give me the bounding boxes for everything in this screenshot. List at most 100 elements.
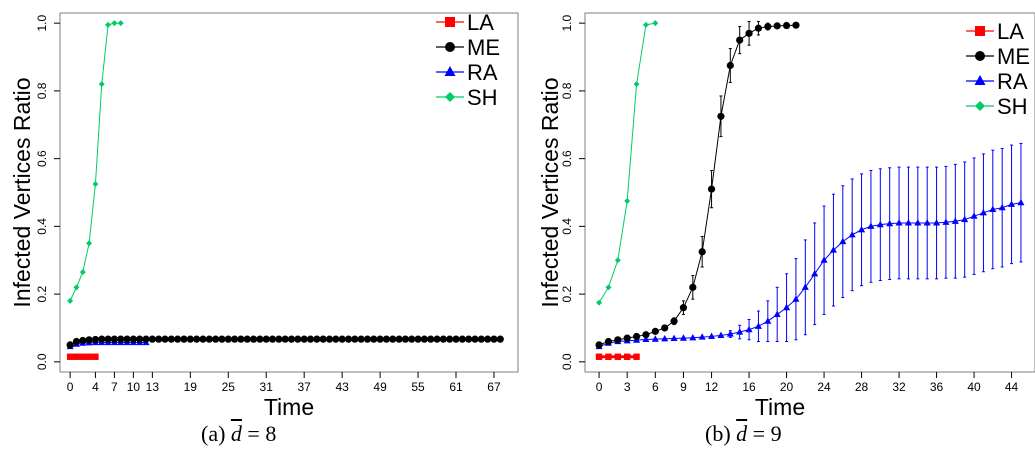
legend-label-ra: RA [467, 60, 498, 85]
series-line-ra [598, 202, 1022, 348]
x-tick-label-2: 6 [652, 380, 659, 394]
point-me-16 [167, 335, 175, 343]
point-me-26 [230, 335, 239, 343]
y-tick-label-5: 1.0 [35, 14, 49, 31]
x-axis-label: Time [264, 394, 314, 420]
point-ra-22 [801, 283, 809, 290]
point-ra-7 [661, 334, 669, 342]
point-me-46 [357, 335, 365, 343]
x-tick-label-12: 61 [449, 380, 463, 394]
x-tick-label-11: 55 [411, 380, 425, 394]
point-me-14 [155, 335, 163, 343]
legend-marker-sh [445, 92, 455, 102]
point-me-54 [408, 335, 416, 343]
point-me-6 [104, 335, 112, 343]
legend-marker-la [445, 17, 455, 27]
point-me-32 [268, 335, 277, 343]
y-tick-label-3: 0.6 [35, 150, 49, 167]
point-la-2 [79, 353, 86, 360]
y-axis-label: Infected Vertices Ratio [9, 77, 35, 307]
point-ra-45 [1017, 198, 1025, 206]
x-tick-label-9: 43 [335, 380, 349, 394]
point-me-29 [249, 335, 258, 343]
point-me-11 [136, 335, 144, 343]
point-me-37 [300, 335, 308, 343]
point-me-35 [287, 335, 296, 343]
point-me-44 [344, 335, 353, 343]
point-ra-41 [979, 208, 987, 216]
point-ra-11 [698, 333, 706, 340]
point-ra-28 [858, 225, 866, 233]
point-me-15 [161, 335, 169, 343]
x-tick-label-11: 40 [967, 380, 981, 394]
point-la-0 [66, 353, 74, 360]
point-sh-5 [98, 81, 105, 88]
x-tick-label-10: 36 [930, 380, 944, 394]
point-sh-2 [614, 257, 621, 264]
point-me-62 [458, 335, 466, 343]
x-tick-label-9: 32 [892, 380, 906, 394]
point-me-7 [661, 324, 669, 332]
point-ra-33 [904, 219, 912, 226]
point-me-34 [281, 335, 289, 343]
point-la-4 [633, 353, 640, 360]
plot-frame [59, 12, 519, 373]
point-sh-4 [92, 181, 99, 188]
point-me-5 [642, 331, 650, 339]
point-me-65 [477, 335, 485, 343]
point-me-58 [433, 335, 441, 343]
legend-marker-me [975, 51, 985, 61]
point-me-14 [726, 61, 734, 70]
point-ra-17 [754, 322, 762, 329]
point-me-22 [205, 335, 213, 343]
x-tick-label-7: 31 [260, 380, 274, 394]
point-me-59 [439, 335, 447, 343]
x-tick-label-5: 19 [184, 380, 198, 394]
point-me-0 [595, 341, 603, 349]
point-me-39 [313, 335, 321, 343]
x-tick-label-0: 0 [67, 380, 74, 394]
legend-entry-me: ME [966, 44, 1030, 69]
point-me-9 [123, 335, 131, 343]
point-sh-4 [633, 81, 640, 88]
plot-frame [584, 12, 1035, 373]
point-me-17 [174, 335, 182, 343]
y-axis-label: Infected Vertices Ratio [537, 77, 563, 307]
y-tick-label-4: 0.8 [35, 82, 49, 99]
point-me-6 [651, 327, 659, 335]
point-me-7 [110, 335, 119, 343]
point-me-40 [319, 335, 327, 343]
point-ra-16 [745, 325, 753, 333]
point-ra-30 [876, 220, 884, 228]
x-axis-label: Time [755, 394, 805, 420]
x-tick-label-1: 3 [624, 380, 631, 394]
point-me-16 [745, 29, 753, 37]
series-la [595, 353, 640, 360]
x-tick-label-8: 28 [855, 380, 869, 394]
y-tick-label-4: 0.8 [560, 82, 574, 99]
legend-marker-ra [444, 66, 456, 76]
point-me-2 [79, 336, 87, 345]
point-me-38 [306, 335, 315, 343]
x-tick-label-10: 49 [373, 380, 387, 394]
point-sh-6 [652, 20, 659, 27]
x-tick-label-8: 37 [298, 380, 312, 394]
legend-entry-me: ME [436, 35, 500, 60]
chart-panel-1: 0 3 6 9 12 16 20 24 28 32 36 40 440.00.20.40.60.81.0… [537, 12, 1035, 420]
point-ra-34 [914, 219, 922, 226]
point-me-4 [91, 335, 100, 344]
point-sh-3 [624, 197, 631, 204]
legend-entry-ra: RA [436, 60, 498, 85]
point-me-60 [446, 335, 454, 343]
x-tick-label-6: 20 [780, 380, 794, 394]
point-me-48 [370, 335, 378, 343]
point-sh-1 [605, 284, 612, 291]
point-me-24 [218, 335, 226, 343]
point-me-42 [332, 335, 340, 343]
series-sh [67, 20, 124, 304]
caption-b: (b) d = 9 [705, 421, 782, 446]
x-tick-label-3: 9 [680, 380, 687, 394]
legend-label-la: LA [467, 10, 494, 35]
point-ra-10 [689, 333, 697, 341]
